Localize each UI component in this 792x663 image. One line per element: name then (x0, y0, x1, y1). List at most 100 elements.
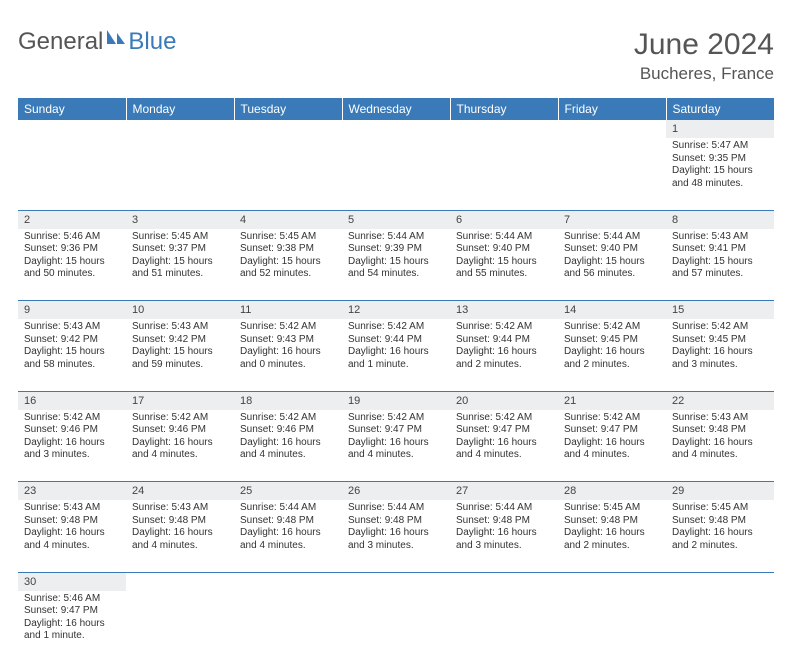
daylight-text: Daylight: 16 hours and 0 minutes. (240, 346, 336, 371)
location-label: Bucheres, France (634, 64, 774, 84)
day-info-cell: Sunrise: 5:42 AMSunset: 9:47 PMDaylight:… (558, 410, 666, 482)
sunrise-text: Sunrise: 5:45 AM (564, 502, 660, 515)
sunrise-text: Sunrise: 5:43 AM (672, 412, 768, 425)
weekday-header: Saturday (666, 98, 774, 120)
daylight-text: Daylight: 16 hours and 4 minutes. (564, 437, 660, 462)
day-number-row: 1 (18, 120, 774, 138)
sunset-text: Sunset: 9:44 PM (456, 334, 552, 347)
day-info-cell (126, 591, 234, 663)
daylight-text: Daylight: 16 hours and 4 minutes. (456, 437, 552, 462)
daylight-text: Daylight: 16 hours and 4 minutes. (348, 437, 444, 462)
sunrise-text: Sunrise: 5:42 AM (456, 412, 552, 425)
sunrise-text: Sunrise: 5:44 AM (456, 231, 552, 244)
daylight-text: Daylight: 16 hours and 3 minutes. (24, 437, 120, 462)
day-number-cell: 20 (450, 391, 558, 410)
day-number-cell: 27 (450, 482, 558, 501)
day-number-row: 23242526272829 (18, 482, 774, 501)
sunrise-text: Sunrise: 5:44 AM (348, 231, 444, 244)
day-number-cell: 8 (666, 210, 774, 229)
day-info-cell (342, 138, 450, 210)
day-info-cell: Sunrise: 5:44 AMSunset: 9:40 PMDaylight:… (558, 229, 666, 301)
sunset-text: Sunset: 9:47 PM (24, 605, 120, 618)
daylight-text: Daylight: 16 hours and 4 minutes. (240, 437, 336, 462)
day-info-cell: Sunrise: 5:43 AMSunset: 9:42 PMDaylight:… (18, 319, 126, 391)
sunrise-text: Sunrise: 5:43 AM (672, 231, 768, 244)
weekday-header: Sunday (18, 98, 126, 120)
daylight-text: Daylight: 16 hours and 2 minutes. (672, 527, 768, 552)
sunrise-text: Sunrise: 5:42 AM (240, 412, 336, 425)
day-number-cell: 17 (126, 391, 234, 410)
sunrise-text: Sunrise: 5:46 AM (24, 231, 120, 244)
day-info-cell: Sunrise: 5:43 AMSunset: 9:48 PMDaylight:… (18, 500, 126, 572)
day-number-cell: 21 (558, 391, 666, 410)
sunset-text: Sunset: 9:48 PM (672, 515, 768, 528)
day-number-cell: 4 (234, 210, 342, 229)
sunrise-text: Sunrise: 5:42 AM (456, 321, 552, 334)
sunrise-text: Sunrise: 5:45 AM (240, 231, 336, 244)
day-info-cell: Sunrise: 5:45 AMSunset: 9:37 PMDaylight:… (126, 229, 234, 301)
sunrise-text: Sunrise: 5:45 AM (132, 231, 228, 244)
sunset-text: Sunset: 9:47 PM (456, 424, 552, 437)
month-title: June 2024 (634, 28, 774, 62)
weekday-header: Friday (558, 98, 666, 120)
daylight-text: Daylight: 15 hours and 50 minutes. (24, 256, 120, 281)
day-number-cell: 14 (558, 301, 666, 320)
day-number-cell (234, 120, 342, 138)
day-number-cell: 29 (666, 482, 774, 501)
weekday-header: Thursday (450, 98, 558, 120)
day-info-cell (234, 591, 342, 663)
sunrise-text: Sunrise: 5:42 AM (564, 321, 660, 334)
daylight-text: Daylight: 16 hours and 4 minutes. (132, 527, 228, 552)
sunset-text: Sunset: 9:47 PM (564, 424, 660, 437)
daylight-text: Daylight: 15 hours and 48 minutes. (672, 165, 768, 190)
day-info-cell (558, 591, 666, 663)
day-info-cell: Sunrise: 5:42 AMSunset: 9:45 PMDaylight:… (558, 319, 666, 391)
daylight-text: Daylight: 15 hours and 59 minutes. (132, 346, 228, 371)
day-info-cell (234, 138, 342, 210)
day-info-row: Sunrise: 5:43 AMSunset: 9:48 PMDaylight:… (18, 500, 774, 572)
sunset-text: Sunset: 9:40 PM (564, 243, 660, 256)
daylight-text: Daylight: 15 hours and 57 minutes. (672, 256, 768, 281)
day-info-cell: Sunrise: 5:46 AMSunset: 9:36 PMDaylight:… (18, 229, 126, 301)
sunrise-text: Sunrise: 5:47 AM (672, 140, 768, 153)
logo-text-2: Blue (128, 28, 176, 56)
weekday-header: Wednesday (342, 98, 450, 120)
sunset-text: Sunset: 9:45 PM (564, 334, 660, 347)
daylight-text: Daylight: 16 hours and 2 minutes. (456, 346, 552, 371)
day-info-cell (342, 591, 450, 663)
day-number-cell: 23 (18, 482, 126, 501)
day-number-cell: 1 (666, 120, 774, 138)
day-number-cell: 18 (234, 391, 342, 410)
daylight-text: Daylight: 15 hours and 58 minutes. (24, 346, 120, 371)
day-number-cell (126, 120, 234, 138)
sunset-text: Sunset: 9:43 PM (240, 334, 336, 347)
sunset-text: Sunset: 9:41 PM (672, 243, 768, 256)
daylight-text: Daylight: 16 hours and 3 minutes. (348, 527, 444, 552)
sunrise-text: Sunrise: 5:43 AM (24, 321, 120, 334)
sunrise-text: Sunrise: 5:44 AM (240, 502, 336, 515)
daylight-text: Daylight: 16 hours and 4 minutes. (132, 437, 228, 462)
day-info-cell: Sunrise: 5:44 AMSunset: 9:40 PMDaylight:… (450, 229, 558, 301)
day-info-cell: Sunrise: 5:42 AMSunset: 9:43 PMDaylight:… (234, 319, 342, 391)
day-number-cell: 26 (342, 482, 450, 501)
day-info-cell: Sunrise: 5:42 AMSunset: 9:44 PMDaylight:… (450, 319, 558, 391)
day-number-cell: 5 (342, 210, 450, 229)
weekday-header: Tuesday (234, 98, 342, 120)
daylight-text: Daylight: 16 hours and 4 minutes. (24, 527, 120, 552)
day-number-cell: 12 (342, 301, 450, 320)
sunset-text: Sunset: 9:46 PM (240, 424, 336, 437)
sunrise-text: Sunrise: 5:42 AM (564, 412, 660, 425)
day-number-cell: 16 (18, 391, 126, 410)
day-number-cell: 11 (234, 301, 342, 320)
daylight-text: Daylight: 15 hours and 51 minutes. (132, 256, 228, 281)
sunset-text: Sunset: 9:35 PM (672, 153, 768, 166)
day-info-cell: Sunrise: 5:44 AMSunset: 9:48 PMDaylight:… (234, 500, 342, 572)
sunset-text: Sunset: 9:38 PM (240, 243, 336, 256)
day-number-row: 30 (18, 572, 774, 591)
day-info-cell: Sunrise: 5:46 AMSunset: 9:47 PMDaylight:… (18, 591, 126, 663)
sunset-text: Sunset: 9:46 PM (132, 424, 228, 437)
sunrise-text: Sunrise: 5:42 AM (132, 412, 228, 425)
sunrise-text: Sunrise: 5:42 AM (348, 412, 444, 425)
day-info-cell: Sunrise: 5:44 AMSunset: 9:39 PMDaylight:… (342, 229, 450, 301)
day-number-row: 9101112131415 (18, 301, 774, 320)
